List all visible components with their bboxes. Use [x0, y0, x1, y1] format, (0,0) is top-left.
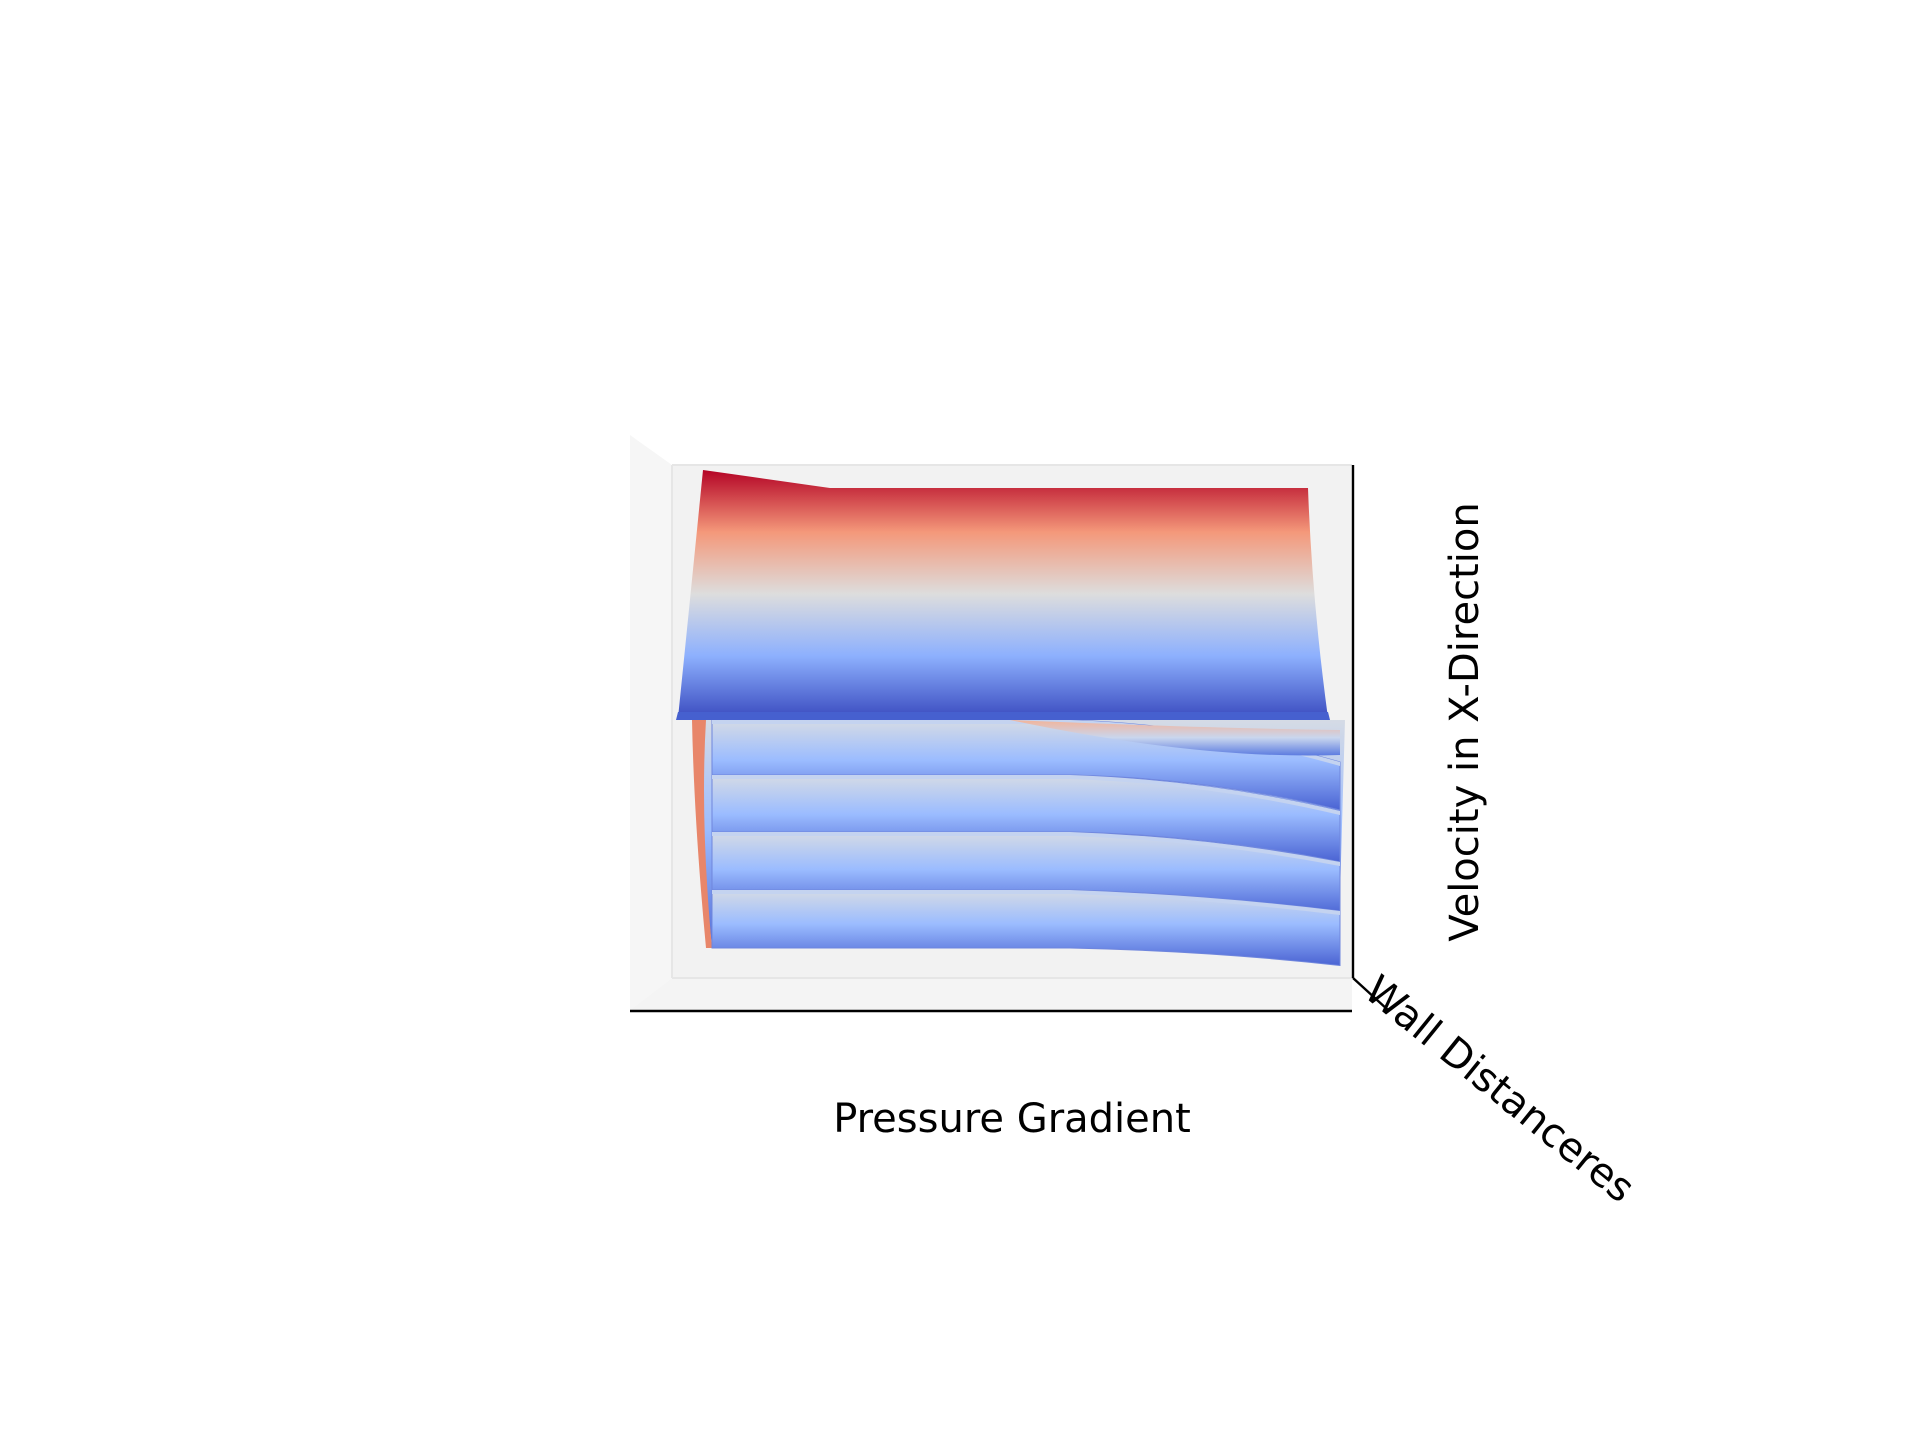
- left-pane: [630, 435, 672, 1010]
- z-axis-label: Velocity in X-Direction: [1442, 502, 1488, 941]
- x-axis-label: Pressure Gradient: [833, 1096, 1191, 1142]
- y-axis-line: [1352, 977, 1389, 1011]
- y-axis-label: Wall Distanceres: [1356, 967, 1643, 1212]
- surface-layers: [676, 470, 1345, 967]
- surface-lower-top-band: [708, 720, 1340, 756]
- axis-lines: [630, 465, 1389, 1013]
- surface-lower-band-edge-2: [712, 775, 1340, 815]
- surface-upper-bottom-edge: [676, 712, 1330, 720]
- surface-lower-left-edge: [692, 720, 712, 948]
- surface-upper-main: [678, 470, 1328, 718]
- surface-lower-band-edge-4: [712, 890, 1340, 915]
- surface-lower-band-edge-3: [712, 832, 1340, 866]
- floor-pane: [630, 978, 1352, 1010]
